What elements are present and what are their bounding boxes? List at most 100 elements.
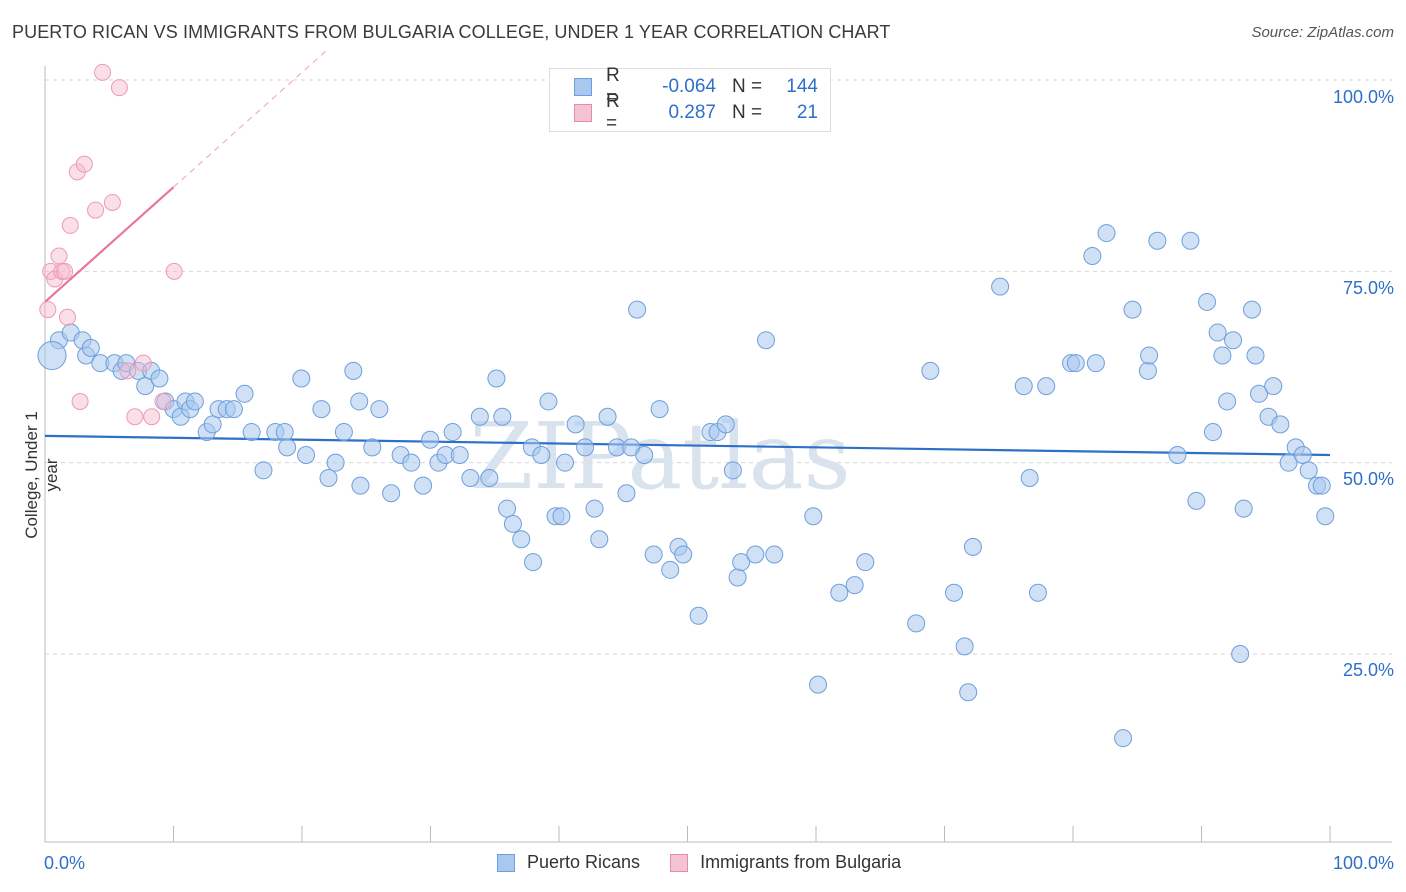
data-point-puerto-ricans <box>716 415 735 434</box>
data-point-puerto-ricans <box>1299 461 1318 480</box>
legend-row-puerto-ricans: R = -0.064 N = 144 <box>574 65 818 108</box>
data-point-puerto-ricans <box>1213 346 1232 365</box>
data-point-puerto-ricans <box>1316 507 1335 526</box>
data-point-puerto-ricans <box>150 369 169 388</box>
data-point-puerto-ricans <box>728 568 747 587</box>
data-point-puerto-ricans <box>344 361 363 380</box>
data-point-puerto-ricans <box>351 476 370 495</box>
x-tick-label-right: 100.0% <box>1332 853 1394 873</box>
data-point-puerto-ricans <box>1246 346 1265 365</box>
data-point-puerto-ricans <box>461 468 480 487</box>
data-point-puerto-ricans <box>959 683 978 702</box>
legend-label: Puerto Ricans <box>527 852 641 872</box>
data-point-puerto-ricans <box>254 461 273 480</box>
data-point-puerto-ricans <box>576 438 595 457</box>
axes <box>44 66 1392 843</box>
data-point-puerto-ricans <box>242 423 261 442</box>
data-point-puerto-ricans <box>1293 446 1312 465</box>
data-point-puerto-ricans <box>319 468 338 487</box>
series-legend: Puerto Ricans Immigrants from Bulgaria <box>497 852 931 873</box>
trend-line-puerto-ricans <box>44 434 1331 457</box>
gridlines <box>45 79 1392 655</box>
data-point-bulgaria <box>58 308 76 326</box>
data-point-puerto-ricans <box>1020 468 1039 487</box>
data-point-puerto-ricans <box>81 338 100 357</box>
data-point-puerto-ricans <box>382 484 401 503</box>
legend-item-puerto-ricans[interactable]: Puerto Ricans <box>497 852 640 873</box>
data-point-puerto-ricans <box>1187 491 1206 510</box>
data-point-puerto-ricans <box>756 331 775 350</box>
legend-n-value: 21 <box>796 102 818 123</box>
data-point-puerto-ricans <box>689 606 708 625</box>
data-point-bulgaria <box>119 362 137 380</box>
data-point-puerto-ricans <box>809 675 828 694</box>
data-point-puerto-ricans <box>470 407 489 426</box>
data-point-puerto-ricans <box>1250 384 1269 403</box>
legend-n-label: N = <box>732 102 763 123</box>
data-point-bulgaria <box>126 408 144 426</box>
data-point-puerto-ricans <box>370 400 389 419</box>
data-point-puerto-ricans <box>804 507 823 526</box>
data-point-puerto-ricans <box>845 576 864 595</box>
data-point-puerto-ricans <box>1218 392 1237 411</box>
data-point-puerto-ricans <box>278 438 297 457</box>
legend-swatch-blue <box>497 853 515 872</box>
data-point-puerto-ricans <box>674 545 693 564</box>
data-point-puerto-ricans <box>1083 247 1102 266</box>
data-point-puerto-ricans <box>487 369 506 388</box>
data-point-puerto-ricans <box>617 484 636 503</box>
series-puerto-ricans <box>37 224 1335 748</box>
trend-line-bulgaria <box>44 186 175 303</box>
data-point-puerto-ricans <box>350 392 369 411</box>
y-axis-label: College, Under 1 year <box>22 411 61 539</box>
data-point-puerto-ricans <box>363 438 382 457</box>
data-point-puerto-ricans <box>421 430 440 449</box>
data-point-puerto-ricans <box>334 423 353 442</box>
y-tick-label: 25.0% <box>1342 660 1394 680</box>
data-point-puerto-ricans <box>991 277 1010 296</box>
data-point-puerto-ricans <box>1123 300 1142 319</box>
legend-r-value: 0.287 <box>668 102 716 123</box>
data-point-bulgaria <box>110 79 128 97</box>
data-point-puerto-ricans <box>539 392 558 411</box>
data-point-puerto-ricans <box>552 507 571 526</box>
data-point-puerto-ricans <box>524 553 543 572</box>
legend-swatch-blue <box>574 78 592 96</box>
data-point-puerto-ricans <box>661 560 680 579</box>
data-point-puerto-ricans <box>185 392 204 411</box>
data-point-puerto-ricans <box>1114 729 1133 748</box>
data-point-bulgaria <box>75 155 93 173</box>
data-point-puerto-ricans <box>532 446 551 465</box>
data-point-puerto-ricans <box>1208 323 1227 342</box>
data-point-puerto-ricans <box>1028 583 1047 602</box>
data-point-puerto-ricans <box>498 499 517 518</box>
correlation-legend: R = -0.064 N = 144 R = 0.287 N = 21 <box>549 65 831 134</box>
data-point-bulgaria <box>71 392 89 410</box>
data-point-puerto-ricans <box>275 423 294 442</box>
data-point-puerto-ricans <box>963 537 982 556</box>
data-point-puerto-ricans <box>1203 423 1222 442</box>
data-point-puerto-ricans <box>598 407 617 426</box>
data-point-puerto-ricans <box>856 553 875 572</box>
data-point-puerto-ricans <box>1168 446 1187 465</box>
data-point-bulgaria <box>87 201 105 219</box>
data-point-puerto-ricans <box>590 530 609 549</box>
data-point-puerto-ricans <box>443 423 462 442</box>
data-point-puerto-ricans <box>402 453 421 472</box>
legend-r-label: R = <box>606 65 620 108</box>
legend-label: Immigrants from Bulgaria <box>700 852 902 872</box>
data-point-puerto-ricans <box>297 446 316 465</box>
data-point-bulgaria <box>154 392 172 410</box>
data-point-puerto-ricans <box>955 637 974 656</box>
watermark: ZIPatlas <box>469 403 850 510</box>
legend-n-value: 144 <box>786 76 818 97</box>
data-point-puerto-ricans <box>512 530 531 549</box>
data-point-bulgaria <box>103 193 121 211</box>
data-point-puerto-ricans <box>312 400 331 419</box>
data-point-puerto-ricans <box>1086 354 1105 373</box>
data-point-bulgaria <box>94 63 112 81</box>
legend-item-bulgaria[interactable]: Immigrants from Bulgaria <box>670 852 901 873</box>
legend-r-value: -0.064 <box>662 76 716 97</box>
data-point-puerto-ricans <box>1148 231 1167 250</box>
